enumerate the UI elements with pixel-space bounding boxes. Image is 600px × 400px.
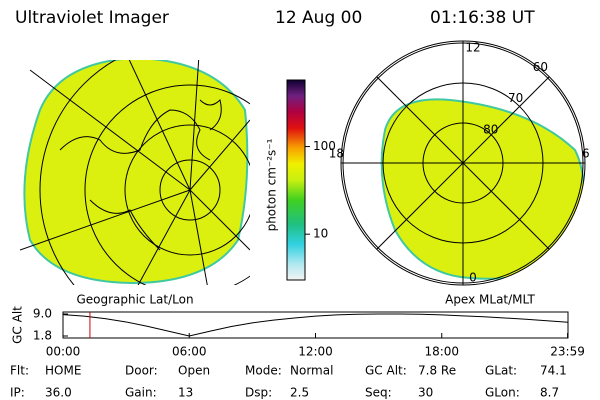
info-label: Seq:: [365, 386, 392, 400]
time: 01:16:38 UT: [430, 8, 535, 28]
lat-label: 70: [508, 91, 523, 105]
info-label: IP:: [10, 386, 25, 400]
x-tick-label: 18:00: [424, 345, 459, 359]
x-tick-label: 12:00: [298, 345, 333, 359]
mlt-label: 18: [329, 147, 344, 161]
mlt-label: 0: [469, 271, 477, 285]
info-value: 74.1: [540, 364, 567, 378]
colorbar-label: photon cm⁻²s⁻¹: [265, 138, 279, 231]
info-label: Door:: [125, 364, 158, 378]
info-label: Dsp:: [245, 386, 272, 400]
map-caption: Geographic Lat/Lon: [76, 293, 193, 307]
mlt-label: 6: [582, 147, 590, 161]
info-label: Flt:: [10, 364, 29, 378]
info-value: Open: [178, 364, 210, 378]
info-value: HOME: [45, 364, 81, 378]
colorbar-tick-label: 100: [313, 139, 336, 153]
mlt-label: 12: [465, 41, 480, 55]
date: 12 Aug 00: [275, 8, 362, 28]
info-value: 30: [418, 386, 433, 400]
geo-map: [20, 60, 250, 285]
aurora-image: [23, 60, 249, 285]
lat-label: 80: [483, 122, 498, 136]
info-label: GC Alt:: [365, 364, 407, 378]
info-label: Gain:: [125, 386, 157, 400]
y-tick-label: 9.0: [33, 307, 52, 321]
geo-grid: [20, 60, 250, 285]
info-label: GLon:: [485, 386, 520, 400]
lat-label: 60: [533, 60, 548, 74]
x-tick-label: 00:00: [46, 345, 81, 359]
lat-ring: [382, 82, 544, 244]
x-tick-label: 06:00: [172, 345, 207, 359]
altitude-ylabel: GC Alt: [11, 306, 25, 344]
info-value: 2.5: [290, 386, 309, 400]
altitude-curve: [62, 313, 569, 337]
x-tick-label: 23:59: [550, 345, 585, 359]
colorbar-tick-label: 10: [313, 227, 328, 241]
info-value: 8.7: [540, 386, 559, 400]
instrument: Ultraviolet Imager: [15, 8, 169, 28]
info-label: Mode:: [245, 364, 282, 378]
colorbar: [286, 79, 306, 281]
info-value: 13: [178, 386, 193, 400]
mag-meridians: [341, 41, 585, 285]
map-caption: Apex MLat/MLT: [445, 293, 535, 307]
lat-ring: [422, 122, 504, 204]
info-label: GLat:: [485, 364, 517, 378]
info-value: 36.0: [45, 386, 72, 400]
lat-ring: [342, 42, 584, 284]
y-tick-label: 1.8: [33, 329, 52, 343]
info-value: Normal: [290, 364, 333, 378]
info-value: 7.8 Re: [418, 364, 456, 378]
